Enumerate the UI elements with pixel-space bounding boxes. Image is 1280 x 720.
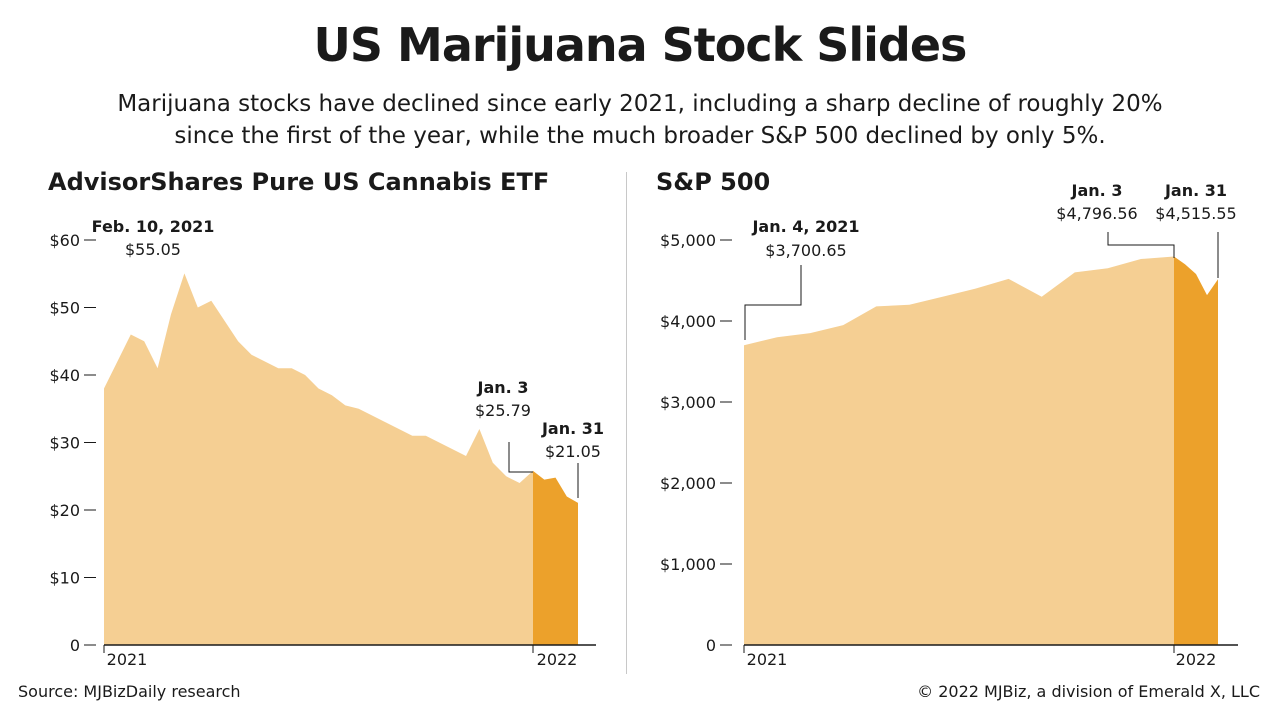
source-note: Source: MJBizDaily research [18,682,241,701]
annotation-leader-line [508,442,533,473]
y-tick-label: $50 [49,299,80,318]
annotation-value: $3,700.65 [765,241,846,260]
y-tick-label: $20 [49,501,80,520]
y-tick-label: $40 [49,366,80,385]
y-tick-label: $2,000 [660,474,716,493]
y-tick-label: $60 [49,231,80,250]
chart-title: US Marijuana Stock Slides [313,18,968,72]
y-tick-label: $4,000 [660,312,716,331]
subtitle-line-2: since the first of the year, while the m… [174,123,1106,149]
annotation-date: Jan. 3 [1071,181,1123,200]
y-tick-label: $1,000 [660,555,716,574]
annotation-value: $55.05 [125,240,181,259]
area-2022-chart-1 [533,470,578,645]
annotation-value: $4,515.55 [1155,204,1236,223]
y-tick-label: 0 [70,636,80,655]
annotation-value: $25.79 [475,401,531,420]
etf-panel-title: AdvisorShares Pure US Cannabis ETF [48,168,550,196]
annotation-date: Jan. 4, 2021 [751,217,859,236]
annotation-value: $4,796.56 [1056,204,1137,223]
x-tick-label: 2022 [1176,650,1217,669]
y-tick-label: $30 [49,434,80,453]
x-tick-label: 2021 [107,650,148,669]
annotation-date: Feb. 10, 2021 [92,217,215,236]
sp500-panel-title: S&P 500 [656,168,771,196]
area-2021-chart-1 [104,273,533,645]
area-2022-chart-2 [1174,256,1218,645]
annotation-date: Jan. 3 [477,378,529,397]
y-tick-label: $5,000 [660,231,716,250]
annotation-leader-line [1107,232,1175,258]
area-2021-chart-2 [744,256,1174,645]
y-tick-label: $10 [49,569,80,588]
annotation-leader-line [744,265,802,340]
annotation-date: Jan. 31 [541,419,604,438]
y-tick-label: 0 [706,636,716,655]
y-tick-label: $3,000 [660,393,716,412]
panel-divider [626,172,627,674]
chart-subtitle: Marijuana stocks have declined since ear… [20,88,1260,152]
x-tick-label: 2022 [537,650,578,669]
x-tick-label: 2021 [747,650,788,669]
subtitle-line-1: Marijuana stocks have declined since ear… [117,91,1163,117]
copyright-note: © 2022 MJBiz, a division of Emerald X, L… [917,682,1260,701]
annotation-date: Jan. 31 [1164,181,1227,200]
annotation-value: $21.05 [545,442,601,461]
